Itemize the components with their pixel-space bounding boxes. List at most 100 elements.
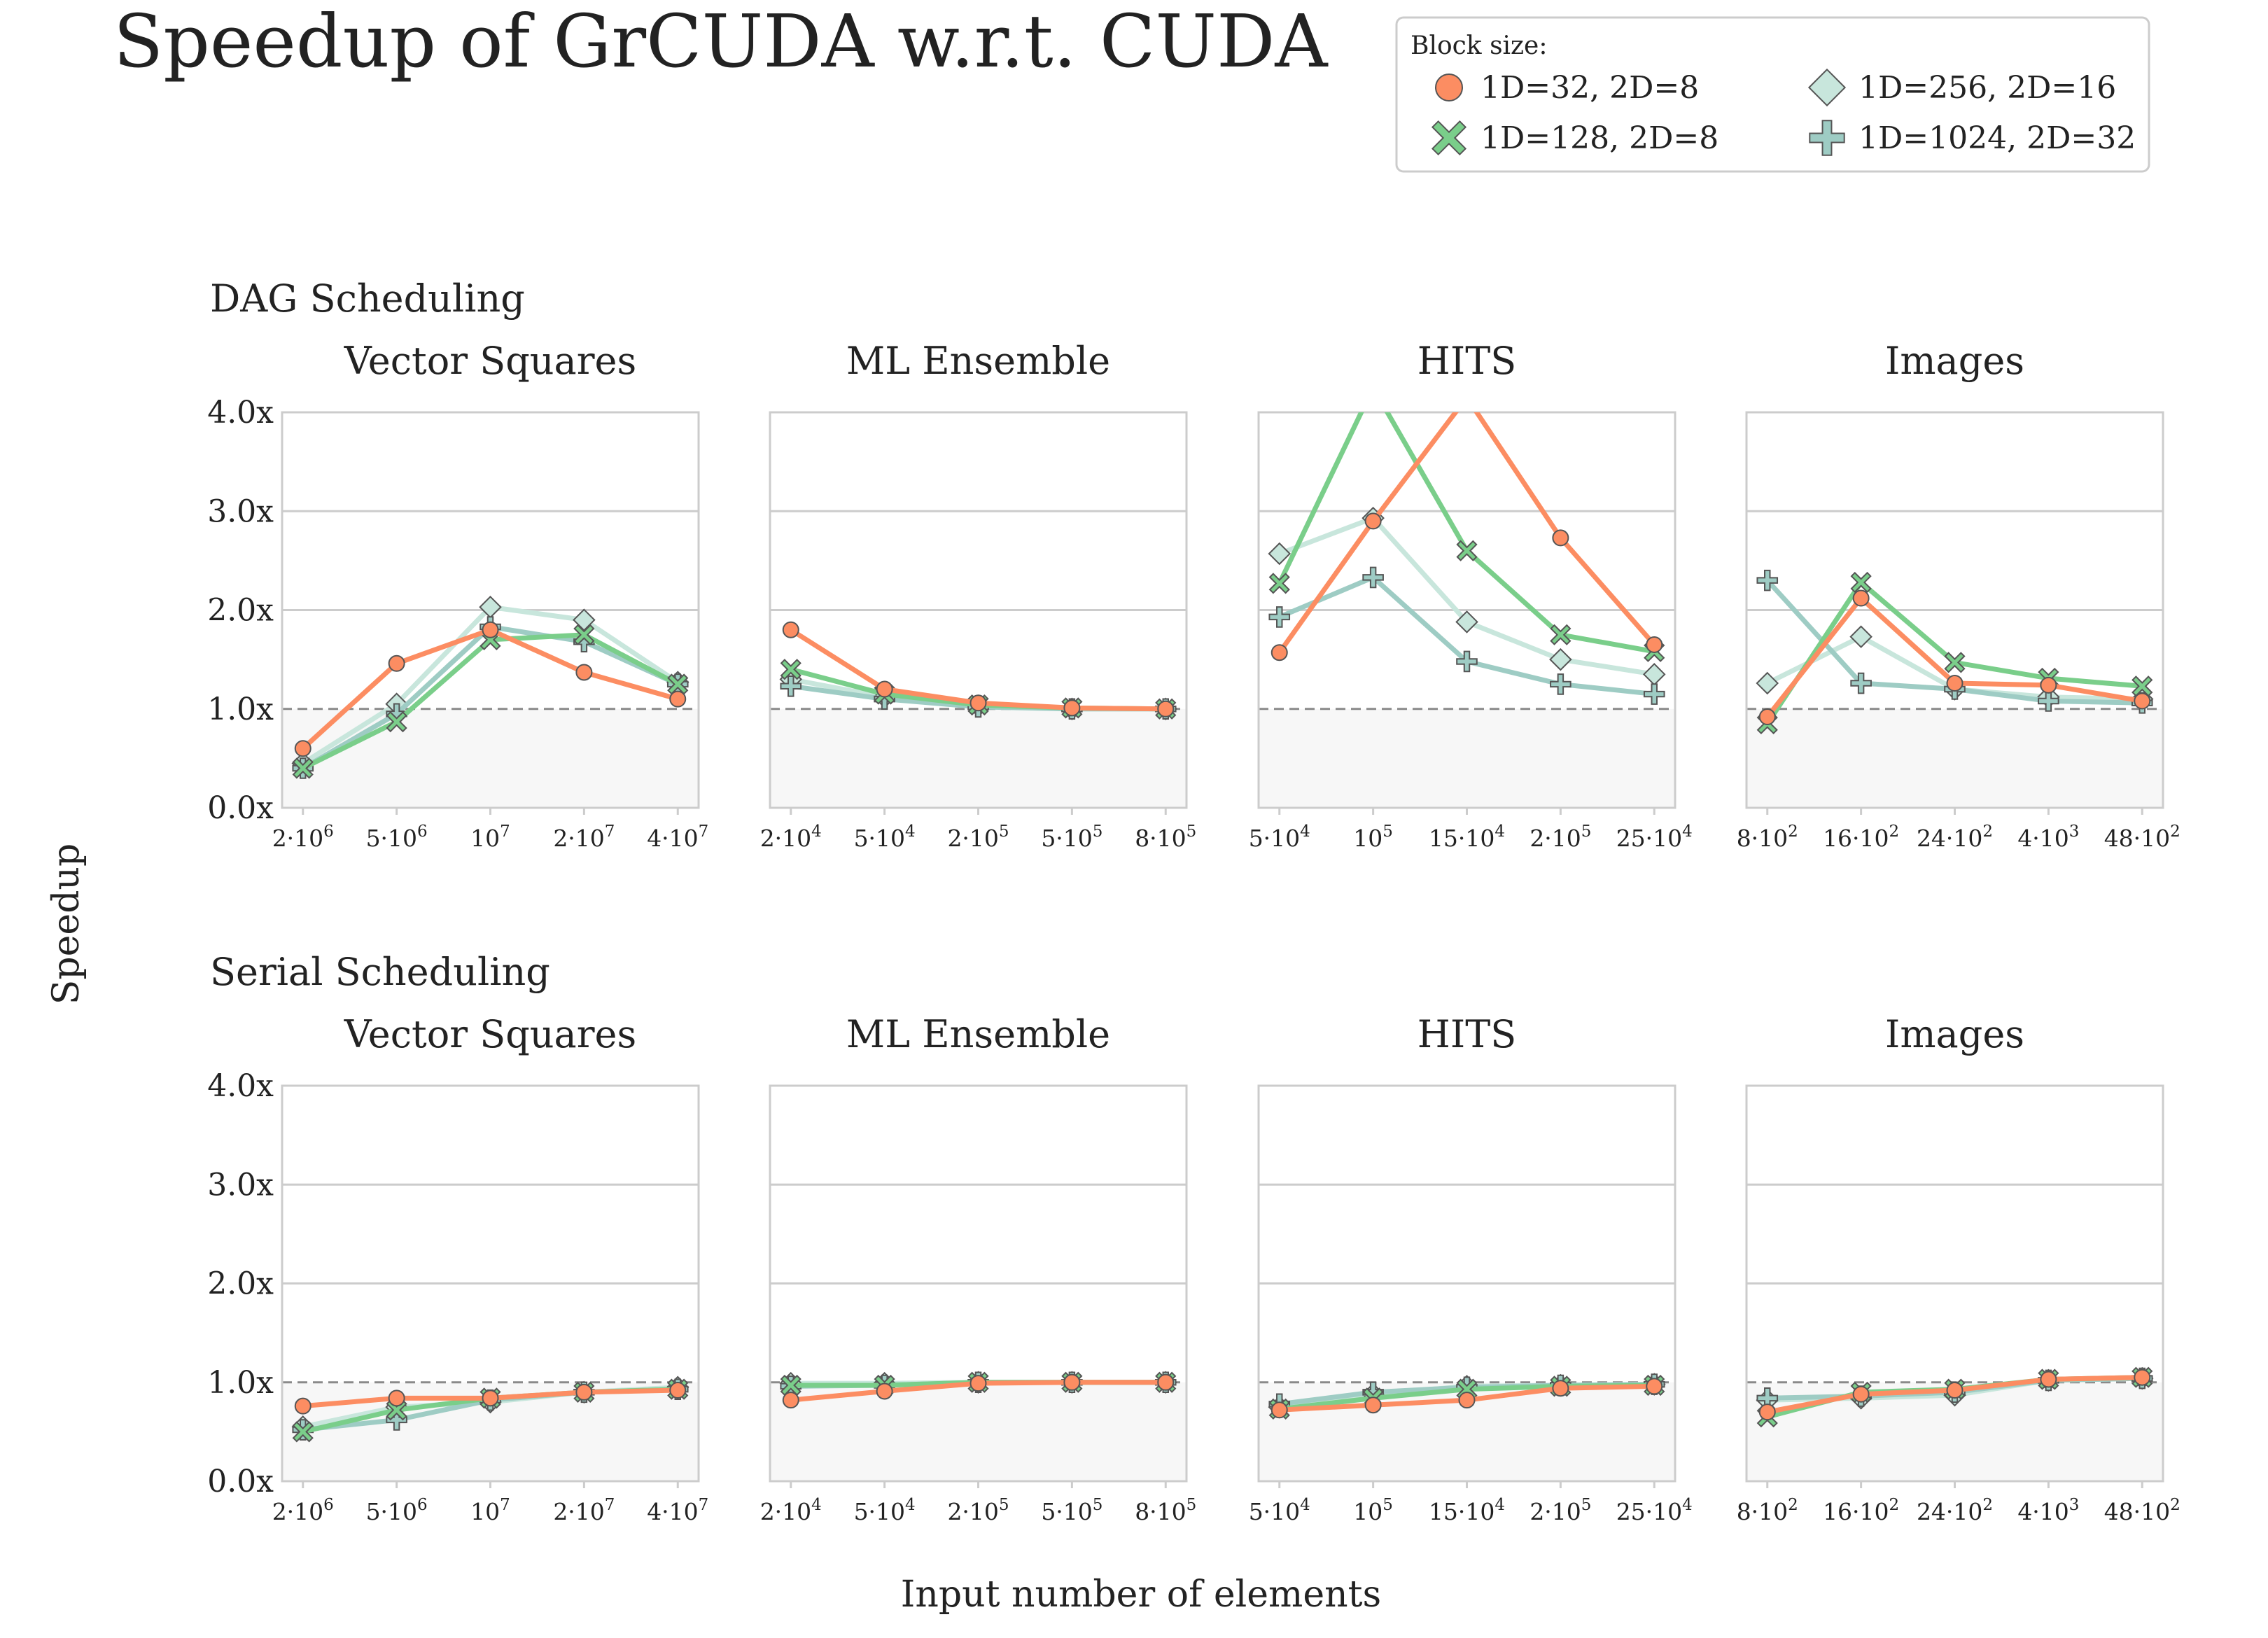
data-point-diamond <box>1756 671 1779 695</box>
x-tick-exponent: 4 <box>905 1496 916 1514</box>
panel-title: HITS <box>1418 339 1516 383</box>
x-tick-exponent: 7 <box>699 822 709 841</box>
data-point-circle <box>969 1375 987 1392</box>
data-point-diamond <box>1849 625 1872 648</box>
x-tick-base: 10 <box>470 1498 500 1525</box>
below-baseline-shade <box>282 708 699 808</box>
x-axis-label: Input number of elements <box>901 1574 1381 1616</box>
legend-frame <box>1395 16 2150 173</box>
series-layer <box>291 595 690 779</box>
x-tick-exponent: 7 <box>605 1496 615 1514</box>
data-point-circle <box>782 621 799 638</box>
data-point-circle <box>575 1383 593 1401</box>
x-tick-base: 24·10 <box>1917 825 1982 852</box>
x-tick-label: 2·106 <box>272 822 334 852</box>
data-point-circle <box>2040 676 2057 694</box>
x-tick-base: 2·10 <box>272 1498 323 1525</box>
data-point-circle <box>388 1390 405 1407</box>
x-tick-label: 5·106 <box>366 822 428 852</box>
data-point-plus <box>1456 650 1478 673</box>
below-baseline-shade <box>770 708 1186 808</box>
data-point-circle <box>1157 700 1175 718</box>
data-point-circle <box>782 1392 799 1409</box>
data-point-plus <box>2038 690 2059 712</box>
x-tick-exponent: 2 <box>1982 822 1993 841</box>
x-tick-exponent: 6 <box>323 1496 334 1514</box>
data-point-diamond <box>1549 648 1572 671</box>
x-tick-exponent: 4 <box>1682 1496 1693 1514</box>
y-tick-label: 4.0x <box>207 1068 274 1104</box>
series-layer <box>1756 1366 2154 1428</box>
series-layer <box>1756 569 2154 735</box>
data-point-diamond <box>1268 542 1292 566</box>
x-tick-exponent: 2 <box>2170 822 2180 841</box>
data-point-circle <box>669 690 687 708</box>
panel-title: Images <box>1885 339 2024 383</box>
data-point-plus <box>1850 672 1872 694</box>
data-point-circle <box>482 1390 499 1407</box>
x-tick-exponent: 6 <box>323 822 334 841</box>
x-tick-exponent: 5 <box>1093 822 1103 841</box>
x-tick-label: 16·102 <box>1823 822 1899 852</box>
x-tick-label: 8·105 <box>1135 822 1196 852</box>
data-point-x <box>292 1421 314 1443</box>
row-title-dag: DAG Scheduling <box>210 276 525 321</box>
data-point-x-group <box>1550 624 1572 645</box>
data-point-plus <box>1756 569 1779 592</box>
x-tick-base: 5·10 <box>1041 1498 1092 1525</box>
x-tick-base: 15·10 <box>1429 1498 1494 1525</box>
x-tick-label: 5·104 <box>854 1496 916 1525</box>
x-tick-exponent: 5 <box>1382 822 1393 841</box>
x-tick-exponent: 4 <box>1300 1496 1310 1514</box>
x-tick-base: 4·10 <box>2017 1498 2068 1525</box>
x-tick-label: 5·105 <box>1041 1496 1102 1525</box>
x-tick-base: 10 <box>470 825 500 852</box>
x-tick-label: 2·105 <box>1530 1496 1591 1525</box>
x-tick-exponent: 3 <box>2069 1496 2080 1514</box>
data-point-circle <box>1364 512 1382 530</box>
data-point-circle <box>1270 644 1288 662</box>
data-point-plus <box>386 1409 407 1431</box>
x-tick-base: 4·10 <box>647 825 698 852</box>
x-tick-exponent: 2 <box>1788 1496 1798 1514</box>
x-tick-base: 2·10 <box>947 1498 998 1525</box>
x-tick-base: 4·10 <box>2017 825 2068 852</box>
x-tick-base: 2·10 <box>272 825 323 852</box>
x-tick-base: 16·10 <box>1823 1498 1889 1525</box>
x-tick-label: 2·107 <box>553 1496 615 1525</box>
data-point-circle <box>1458 1392 1476 1409</box>
data-point-circle <box>388 654 405 672</box>
data-point-x-group <box>1850 571 1872 594</box>
x-tick-label: 24·102 <box>1917 1496 1993 1525</box>
x-tick-exponent: 5 <box>1581 822 1592 841</box>
series-layer <box>779 621 1177 721</box>
data-point-circle <box>2134 1368 2151 1386</box>
x-tick-label: 15·104 <box>1429 822 1505 852</box>
legend-entry: 1D=32, 2D=8 <box>1435 70 1699 106</box>
series-layer <box>1268 412 1666 705</box>
legend-entry: 1D=128, 2D=8 <box>1431 120 1718 156</box>
x-tick-base: 24·10 <box>1917 1498 1982 1525</box>
x-tick-base: 10 <box>1353 1498 1382 1525</box>
x-tick-exponent: 2 <box>1788 822 1798 841</box>
y-tick-label: 3.0x <box>207 493 274 529</box>
data-point-x-group <box>1268 573 1290 594</box>
legend: Block size: 1D=32, 2D=8 1D=256, 2D=16 1D=1… <box>1395 16 2150 173</box>
x-tick-label: 48·102 <box>2104 1496 2180 1525</box>
data-point-circle <box>575 664 593 681</box>
x-tick-base: 25·10 <box>1616 825 1682 852</box>
panel-title: Images <box>1885 1012 2024 1056</box>
x-tick-label: 25·104 <box>1616 822 1693 852</box>
x-tick-exponent: 7 <box>605 822 615 841</box>
data-point-circle <box>1646 1378 1663 1395</box>
data-point-diamond <box>573 608 596 631</box>
data-point-circle <box>1852 589 1870 607</box>
row-title-serial: Serial Scheduling <box>210 950 550 994</box>
series-layer <box>779 1371 1177 1409</box>
x-tick-base: 5·10 <box>854 1498 905 1525</box>
x-tick-label: 48·102 <box>2104 822 2180 852</box>
series-layer <box>1268 1373 1666 1420</box>
